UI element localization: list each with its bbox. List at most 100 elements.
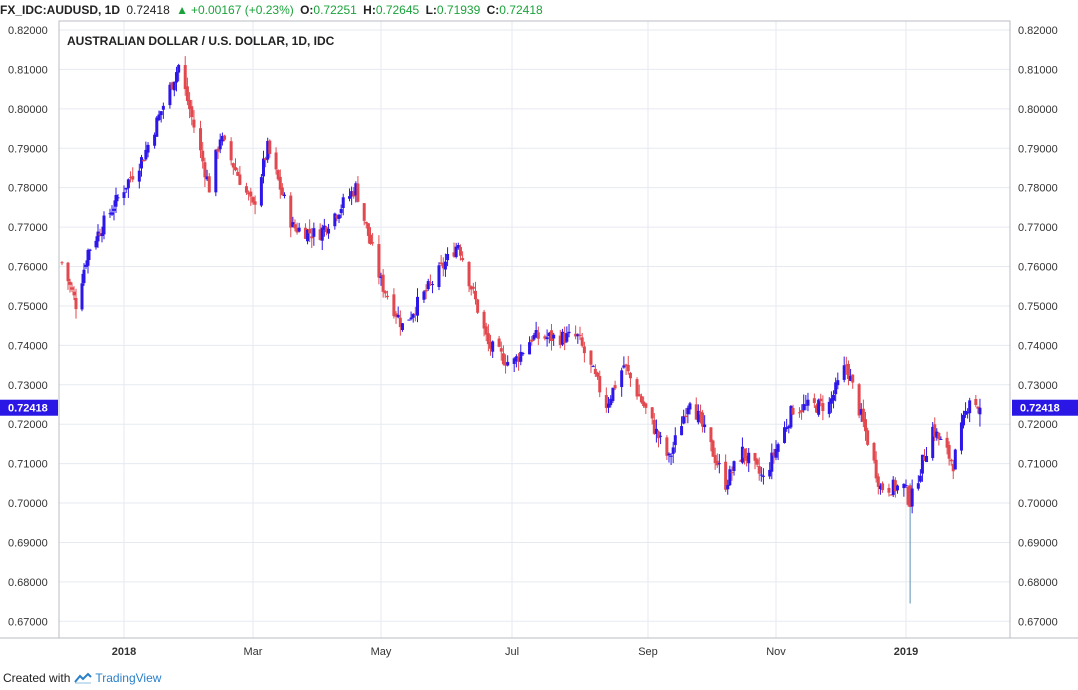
candle-down — [394, 313, 398, 317]
candle-up — [155, 117, 159, 137]
candle-down — [223, 135, 227, 140]
candle-up — [859, 409, 863, 415]
candle-up — [902, 483, 906, 489]
candle-down — [563, 332, 567, 344]
candle-down — [377, 244, 381, 278]
candle-down — [652, 419, 656, 434]
candle-down — [203, 162, 207, 178]
x-tick-label: Jul — [505, 646, 519, 658]
candle-down — [821, 403, 825, 411]
candle-down — [772, 452, 776, 456]
candle-up — [379, 276, 383, 279]
candle-down — [383, 291, 387, 294]
y-tick-label: 0.70000 — [1018, 498, 1058, 510]
candle-up — [552, 334, 556, 339]
candle-up — [761, 475, 765, 477]
y-tick-label: 0.74000 — [1018, 340, 1058, 352]
candle-up — [532, 334, 536, 340]
candle-down — [280, 187, 284, 196]
candle-down — [861, 408, 865, 422]
candle-down — [536, 332, 540, 339]
candle-up — [139, 157, 143, 169]
y-tick-label: 0.81000 — [8, 64, 48, 76]
candle-down — [887, 487, 891, 493]
candle-down — [249, 191, 253, 197]
candle-up — [607, 403, 611, 408]
candle-up — [783, 427, 787, 443]
y-tick-label: 0.70000 — [8, 498, 48, 510]
candle-down — [874, 459, 878, 479]
candle-up — [686, 407, 690, 415]
y-tick-label: 0.68000 — [1018, 577, 1058, 589]
candle-up — [177, 65, 181, 73]
candle-down — [458, 247, 462, 256]
candle-down — [582, 346, 586, 354]
candle-up — [86, 250, 90, 266]
candle-up — [514, 356, 518, 362]
x-tick-label: Nov — [766, 646, 786, 658]
candle-up — [688, 403, 692, 410]
candle-up — [161, 105, 165, 110]
symbol-label: FX_IDC:AUDUSD, 1D — [0, 3, 121, 17]
chart-grid — [59, 21, 1010, 638]
candle-down — [755, 459, 759, 465]
y-tick-label: 0.73000 — [1018, 380, 1058, 392]
candle-down — [635, 379, 639, 397]
candle-up — [528, 342, 532, 355]
candle-down — [366, 223, 370, 236]
candle-up — [82, 269, 86, 284]
y-tick-label: 0.82000 — [8, 25, 48, 37]
candle-down — [484, 326, 488, 335]
candle-down — [98, 233, 102, 236]
candle-down — [70, 287, 74, 290]
candle-up — [622, 365, 626, 368]
candle-up — [124, 187, 128, 190]
price-chart[interactable]: AUSTRALIAN DOLLAR / U.S. DOLLAR, 1D, IDC… — [0, 0, 1078, 668]
candle-down — [974, 399, 978, 406]
candle-up — [426, 281, 430, 290]
candle-up — [409, 317, 413, 320]
candle-down — [183, 65, 187, 90]
candle-up — [939, 438, 943, 440]
low-label: L: — [425, 3, 437, 17]
candle-up — [266, 140, 270, 160]
candle-up — [534, 330, 538, 338]
candle-up — [620, 370, 624, 388]
candle-up — [291, 222, 295, 227]
candle-up — [100, 233, 104, 236]
candle-down — [709, 427, 713, 443]
candle-up — [259, 177, 263, 206]
x-tick-label: 2019 — [894, 646, 918, 658]
candle-down — [656, 431, 660, 439]
last-price-tag-label: 0.72418 — [1020, 403, 1060, 415]
y-tick-label: 0.69000 — [8, 537, 48, 549]
candle-up — [968, 400, 972, 414]
y-tick-label: 0.75000 — [1018, 301, 1058, 313]
candle-up — [157, 114, 161, 121]
candle-down — [74, 298, 78, 310]
candle-up — [114, 194, 118, 207]
candle-up — [747, 452, 751, 464]
candle-down — [881, 483, 885, 491]
candle-down — [580, 337, 584, 346]
candle-up — [654, 428, 658, 434]
candle-up — [802, 404, 806, 411]
candle-down — [637, 394, 641, 397]
candle-up — [437, 265, 441, 287]
candle-up — [576, 334, 580, 337]
candle-up — [918, 475, 922, 482]
candle-down — [945, 437, 949, 448]
x-tick-label: May — [371, 646, 392, 658]
candle-up — [312, 228, 316, 237]
candle-up — [732, 461, 736, 472]
candle-up — [146, 144, 150, 153]
candle-down — [244, 186, 248, 193]
candle-up — [519, 351, 523, 362]
candle-up — [611, 387, 615, 401]
candle-up — [667, 453, 671, 456]
candle-down — [889, 494, 893, 496]
candle-down — [229, 141, 233, 161]
footer-attribution[interactable]: Created with TradingView — [3, 671, 161, 685]
candle-up — [306, 229, 310, 242]
candle-up — [836, 380, 840, 386]
